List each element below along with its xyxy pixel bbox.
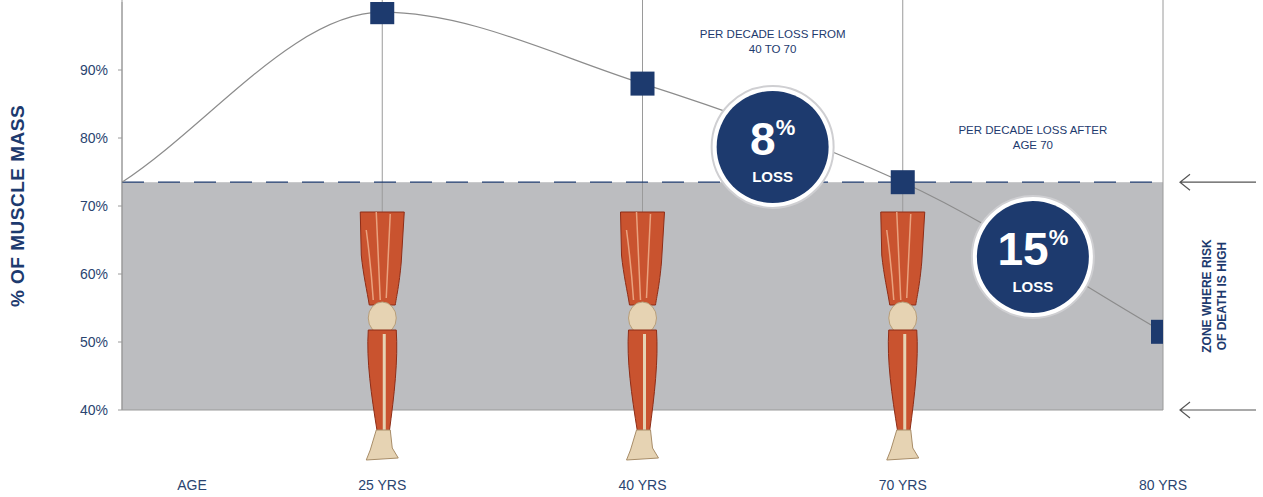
y-tick — [118, 342, 122, 343]
badge-sub-label: LOSS — [752, 168, 793, 185]
y-tick — [118, 410, 122, 411]
marker — [631, 72, 655, 96]
badge-ring — [972, 196, 1094, 318]
y-tick-label: 50% — [80, 334, 108, 350]
thigh-detail — [366, 212, 390, 300]
y-tick-label: 90% — [80, 62, 108, 78]
shin — [368, 330, 397, 432]
text-line: PER DECADE LOSS FROM — [700, 28, 846, 40]
marker — [891, 170, 915, 194]
badge-unit: % — [1049, 225, 1069, 250]
threshold-line — [122, 182, 1163, 183]
leg-illustration — [621, 212, 665, 460]
shin — [888, 330, 917, 432]
foot — [627, 430, 659, 460]
marker — [370, 2, 394, 24]
knee — [629, 302, 657, 334]
foot — [887, 430, 919, 460]
zone-label: ZONE WHERE RISKOF DEATH IS HIGH — [1200, 239, 1229, 353]
annotation-text: PER DECADE LOSS AFTER AGE 70 — [958, 124, 1107, 151]
marker — [1151, 320, 1163, 344]
shin-bone — [903, 334, 906, 430]
badge-value: 8% — [750, 113, 795, 165]
annotation-text: PER DECADE LOSS FROM 40 TO 70 — [700, 28, 846, 55]
badge-sub-label: LOSS — [1012, 278, 1053, 295]
thigh — [360, 212, 404, 305]
y-tick-label: 60% — [80, 266, 108, 282]
badge-unit: % — [776, 115, 796, 140]
series-group — [122, 2, 1163, 344]
grid-line — [1163, 0, 1164, 410]
knee — [368, 302, 396, 334]
x-axis-title: AGE — [177, 477, 207, 493]
zone-arrow — [1180, 402, 1256, 418]
text-line: AGE 70 — [1013, 139, 1053, 151]
x-tick-label: 25 YRS — [358, 477, 406, 493]
badge-number: 15 — [998, 223, 1049, 275]
knee — [889, 302, 917, 334]
loss-badge: 8% LOSS — [712, 86, 834, 208]
zone-label-group: ZONE WHERE RISKOF DEATH IS HIGH — [1200, 239, 1229, 353]
grid-line — [122, 0, 123, 410]
y-tick — [118, 138, 122, 139]
shin — [628, 330, 657, 432]
leg-illustration — [881, 212, 925, 460]
badge-value: 15% — [998, 223, 1069, 275]
badge-number: 8 — [750, 113, 776, 165]
badge-ring — [712, 86, 834, 208]
y-axis-title: % OF MUSCLE MASS — [7, 105, 28, 307]
series-line — [122, 12, 1163, 332]
thigh-detail — [627, 212, 651, 300]
thigh — [621, 212, 665, 305]
y-tick-label: 80% — [80, 130, 108, 146]
thigh-detail — [887, 212, 911, 300]
text-line: PER DECADE LOSS AFTER — [958, 124, 1107, 136]
x-tick-label: 70 YRS — [879, 477, 927, 493]
badge-circle — [717, 91, 829, 203]
leg-illustration — [360, 212, 404, 460]
text-line: OF DEATH IS HIGH — [1215, 242, 1229, 350]
badge-circle — [977, 201, 1089, 313]
zone-arrow — [1180, 174, 1256, 190]
text-line: 40 TO 70 — [749, 43, 797, 55]
foot — [366, 430, 398, 460]
shin-bone — [383, 334, 386, 430]
loss-badge: 15% LOSS — [972, 196, 1094, 318]
y-tick — [118, 206, 122, 207]
x-tick-label: 80 YRS — [1139, 477, 1187, 493]
chart: 40% 50% 60% 70% 80% 90% % OF MUSCLE MASS 25 YRS… — [0, 0, 1263, 497]
y-tick — [118, 274, 122, 275]
y-tick-label: 70% — [80, 198, 108, 214]
y-tick — [118, 70, 122, 71]
thigh — [881, 212, 925, 305]
x-tick-label: 40 YRS — [619, 477, 667, 493]
shin-bone — [643, 334, 646, 430]
y-tick-label: 40% — [80, 402, 108, 418]
text-line: ZONE WHERE RISK — [1200, 239, 1214, 353]
